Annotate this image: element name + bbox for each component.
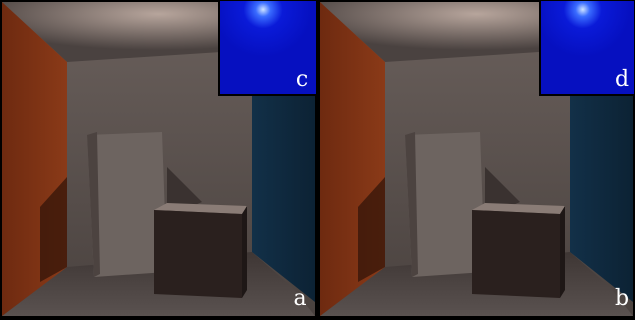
panel-label: b [615,286,629,311]
panel: d b [320,0,635,316]
inset-label: d [615,67,629,92]
panel-label: a [293,286,306,311]
panel: c a [2,0,317,316]
inset-label: c [296,67,308,92]
figure: c a d b [0,0,635,320]
